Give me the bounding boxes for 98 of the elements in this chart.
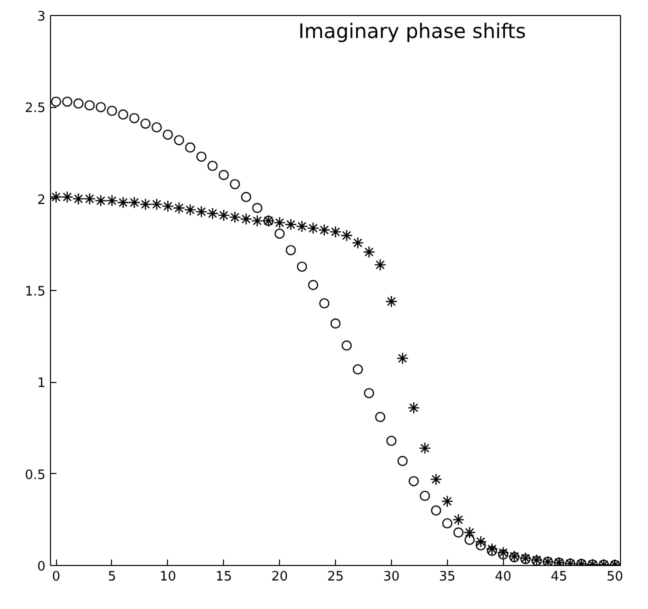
x-tick-label: 0 xyxy=(52,570,60,584)
point xyxy=(453,527,464,538)
point xyxy=(364,388,374,398)
point xyxy=(140,118,151,129)
point xyxy=(72,192,85,205)
point xyxy=(441,495,454,508)
point xyxy=(218,209,230,222)
y-tick-label: 2 xyxy=(37,192,46,208)
point xyxy=(252,202,262,214)
point xyxy=(296,220,308,232)
point xyxy=(195,206,208,218)
x-tick-label: 30 xyxy=(383,570,400,584)
point xyxy=(207,160,218,171)
x-tick-label: 50 xyxy=(606,570,624,584)
x-tick-label: 15 xyxy=(215,570,232,584)
point xyxy=(464,534,475,545)
point xyxy=(329,226,342,238)
point xyxy=(342,340,352,351)
point xyxy=(362,246,376,258)
point xyxy=(162,200,174,212)
point xyxy=(284,218,297,231)
x-tick-label: 25 xyxy=(327,570,344,584)
point xyxy=(396,352,409,364)
point xyxy=(150,198,163,210)
x-tick-label: 40 xyxy=(494,570,512,584)
point xyxy=(118,109,128,120)
x-tick-label: 45 xyxy=(550,570,568,584)
point xyxy=(240,192,252,202)
point xyxy=(218,170,229,180)
y-tick-label: 1 xyxy=(37,376,46,392)
point xyxy=(184,204,196,216)
point xyxy=(274,228,285,239)
point xyxy=(139,198,152,210)
point xyxy=(386,436,396,446)
point xyxy=(84,100,95,110)
point xyxy=(174,135,184,146)
point xyxy=(452,514,465,526)
point xyxy=(486,546,498,556)
y-tick-label: 2.5 xyxy=(24,101,46,116)
point xyxy=(397,456,408,466)
x-tick-label: 10 xyxy=(160,570,176,584)
y-tick-label: 1.5 xyxy=(24,284,46,300)
point xyxy=(352,364,363,374)
point xyxy=(162,130,173,140)
point xyxy=(196,152,206,162)
point xyxy=(230,179,240,190)
x-tick-label: 20 xyxy=(271,570,288,584)
y-tick-label: 0 xyxy=(37,560,46,574)
point xyxy=(62,96,72,107)
point xyxy=(418,442,432,454)
point xyxy=(286,245,296,256)
point xyxy=(296,262,308,272)
point xyxy=(318,224,330,236)
point xyxy=(50,96,62,107)
point xyxy=(474,536,487,548)
point xyxy=(464,526,476,539)
point xyxy=(94,194,107,207)
x-tick-label: 5 xyxy=(108,570,116,584)
y-tick-label: 3 xyxy=(37,10,46,24)
point xyxy=(408,402,420,414)
point xyxy=(352,236,364,249)
point xyxy=(330,318,341,329)
point xyxy=(442,518,452,528)
point xyxy=(307,222,320,234)
point xyxy=(308,280,318,290)
chart-title: Imaginary phase shifts xyxy=(298,19,526,43)
point xyxy=(408,476,419,486)
point xyxy=(172,202,186,214)
point xyxy=(206,207,219,220)
y-tick-label: 0.5 xyxy=(24,468,46,483)
point xyxy=(375,412,386,422)
point xyxy=(185,142,196,153)
point xyxy=(84,192,96,205)
point xyxy=(61,190,74,204)
point xyxy=(319,298,330,308)
point xyxy=(129,113,140,124)
point xyxy=(50,190,62,204)
point xyxy=(73,98,84,109)
point xyxy=(152,122,162,132)
point xyxy=(430,505,442,516)
point xyxy=(498,549,508,560)
point xyxy=(228,211,242,224)
point xyxy=(420,490,430,501)
point xyxy=(274,216,286,229)
point xyxy=(430,473,442,486)
point xyxy=(374,258,386,271)
point xyxy=(240,212,252,226)
point xyxy=(106,194,118,207)
point xyxy=(251,214,264,227)
point xyxy=(96,102,106,112)
point xyxy=(106,106,118,116)
point xyxy=(340,229,353,242)
point xyxy=(385,295,398,308)
point xyxy=(497,546,510,559)
point xyxy=(128,196,140,209)
x-tick-label: 35 xyxy=(438,570,456,584)
point xyxy=(486,542,498,556)
point xyxy=(117,196,130,209)
